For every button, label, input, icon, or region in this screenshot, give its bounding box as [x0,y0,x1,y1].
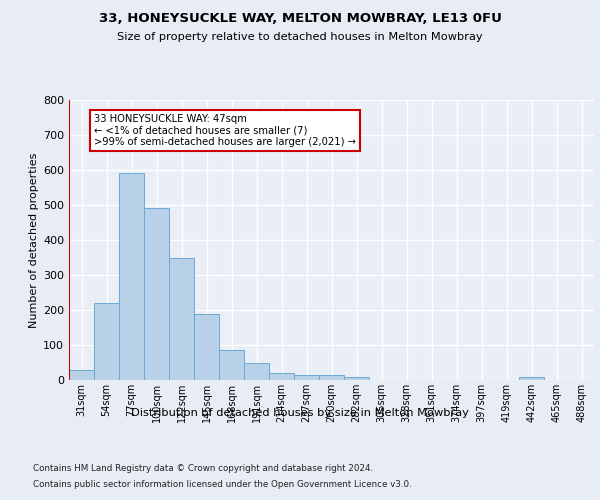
Bar [119,174,144,380]
Bar [519,377,544,380]
Bar [344,377,369,380]
Text: Distribution of detached houses by size in Melton Mowbray: Distribution of detached houses by size … [131,408,469,418]
Bar [319,375,344,380]
Text: Contains HM Land Registry data © Crown copyright and database right 2024.: Contains HM Land Registry data © Crown c… [33,464,373,473]
Bar [69,370,94,380]
Bar [94,303,119,380]
Bar [269,373,294,380]
Bar [169,258,194,380]
Text: 33, HONEYSUCKLE WAY, MELTON MOWBRAY, LE13 0FU: 33, HONEYSUCKLE WAY, MELTON MOWBRAY, LE1… [98,12,502,26]
Y-axis label: Number of detached properties: Number of detached properties [29,152,39,328]
Bar [194,314,219,380]
Text: Contains public sector information licensed under the Open Government Licence v3: Contains public sector information licen… [33,480,412,489]
Bar [244,362,269,380]
Bar [294,375,319,380]
Bar [219,350,244,380]
Bar [144,208,169,380]
Text: Size of property relative to detached houses in Melton Mowbray: Size of property relative to detached ho… [117,32,483,42]
Text: 33 HONEYSUCKLE WAY: 47sqm
← <1% of detached houses are smaller (7)
>99% of semi-: 33 HONEYSUCKLE WAY: 47sqm ← <1% of detac… [94,114,356,147]
